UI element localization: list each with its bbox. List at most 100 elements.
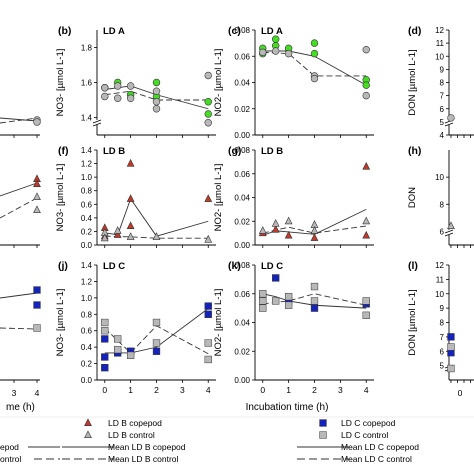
legend-entry: LD B control	[84, 430, 155, 440]
data-point	[204, 302, 212, 310]
y-axis-label: NO3- [µmol L-1]	[55, 49, 66, 117]
legend-label: LD B control	[108, 430, 155, 440]
data-point	[271, 47, 280, 55]
data-point	[152, 105, 161, 113]
y-tick-label: 5	[440, 118, 445, 127]
y-tick-label: 1.4	[81, 146, 93, 155]
data-point	[310, 39, 319, 47]
y-axis-label: NO2- [µmol L-1]	[213, 289, 224, 357]
y-tick-label: 0.00	[234, 131, 250, 140]
data-point	[114, 345, 122, 354]
data-point	[33, 205, 41, 214]
data-point	[204, 234, 213, 243]
data-point	[33, 118, 41, 126]
data-point	[204, 355, 212, 364]
data-point	[113, 226, 122, 234]
data-point	[272, 274, 280, 282]
panel-l: (l) 5 6 7 8 9 10 11 12 DON [µmol L-1]	[407, 260, 474, 383]
data-point	[101, 327, 109, 335]
station-label: LD C	[261, 261, 283, 272]
data-point	[362, 297, 370, 305]
legend-marker	[84, 430, 92, 439]
data-point	[447, 333, 455, 341]
y-axis-label: NO2- [µmol L-1]	[213, 164, 224, 232]
y-tick-label: 1.4	[81, 114, 93, 123]
data-point	[33, 324, 41, 332]
data-point	[113, 94, 122, 102]
data-point	[271, 35, 280, 43]
data-point	[310, 74, 319, 83]
data-point	[259, 48, 267, 57]
y-tick-label: 0.04	[234, 194, 250, 203]
axis-break-mark	[92, 122, 102, 127]
station-label: LD A	[103, 26, 125, 37]
y-tick-label: 9	[440, 304, 445, 313]
data-point	[310, 304, 319, 312]
y-tick-label: 0.4	[81, 214, 93, 223]
data-point	[204, 310, 212, 318]
data-point	[126, 158, 135, 167]
legend-entry: LD C control	[319, 430, 388, 440]
x-tick-label: 4	[35, 388, 40, 398]
y-tick-label: 6	[440, 347, 445, 356]
y-tick-label: 1.0	[81, 294, 93, 303]
y-tick-label: 4	[440, 131, 445, 140]
data-point	[447, 221, 455, 230]
data-point	[204, 71, 212, 80]
y-tick-label: 1.8	[81, 44, 93, 53]
data-point	[204, 119, 212, 127]
data-point	[204, 194, 213, 202]
axis-break-mark	[92, 119, 102, 124]
panel-label: (f)	[58, 145, 69, 157]
data-point	[271, 218, 280, 227]
data-point	[284, 216, 293, 225]
x-tick-label: 0	[260, 385, 265, 395]
data-point	[152, 347, 161, 355]
y-tick-label: 8	[440, 319, 445, 328]
panel-b: (b) LD A 1.4 1.6 1.8 NO3- [µmol L-1]	[55, 25, 216, 138]
y-tick-label: 0.02	[234, 105, 250, 114]
mean-line-control	[0, 327, 38, 330]
y-tick-label: 1.0	[81, 173, 93, 182]
y-tick-label: 8	[440, 79, 445, 88]
mean-line-copepod	[0, 182, 38, 197]
data-point	[101, 364, 109, 372]
y-tick-label: 11	[436, 275, 445, 284]
panel-label: (g)	[228, 145, 241, 157]
data-point	[33, 286, 41, 294]
data-point	[101, 92, 109, 101]
y-tick-label: 0.08	[234, 261, 250, 270]
mean-line-control	[104, 325, 209, 355]
y-tick-label: 5	[440, 362, 445, 371]
data-point	[447, 364, 455, 373]
legend-label: Mean LD C copepod	[341, 442, 419, 452]
data-point	[126, 194, 135, 202]
data-point	[310, 282, 319, 291]
y-tick-label: 7	[440, 92, 445, 101]
y-tick-label: 0.2	[81, 360, 93, 369]
panel-h: (h) 6 8 10 DON	[407, 145, 474, 248]
y-axis-label: NO2- [µmol L-1]	[213, 49, 224, 117]
data-point	[152, 339, 161, 347]
y-tick-label: 0.02	[234, 347, 250, 356]
y-tick-label: 12	[435, 26, 444, 35]
data-point	[362, 81, 370, 89]
panel-k: (k) LD C 0.00 0.02 0.04 0.06 0.08 0 1 2 3 4 NO2- [µm…	[213, 260, 374, 395]
y-tick-label: 6	[440, 105, 445, 114]
panel-g: (g) LD B 0.00 0.02 0.04 0.06 0.08 NO2- [µmol L-…	[213, 145, 374, 250]
y-tick-label: 0.04	[234, 319, 250, 328]
y-tick-label: 0.00	[234, 376, 250, 385]
legend-entry: Mean LD B copepod	[62, 442, 186, 452]
legend-marker	[319, 431, 327, 439]
data-point	[362, 161, 371, 170]
data-point	[271, 224, 280, 233]
y-tick-label: 0.06	[234, 290, 250, 299]
mean-line-control	[104, 90, 209, 101]
panel-j: (j) LD C 0.0 0.2 0.4 0.6 0.8 1.0 1.2 1.4 0 1 2 3 4 NO3-…	[55, 260, 216, 395]
data-point	[101, 353, 109, 361]
y-tick-label: 0.6	[81, 327, 93, 336]
data-point	[362, 230, 371, 239]
left-partial-panels: 3 4 0	[0, 116, 463, 398]
legend-label: LD C copepod	[341, 418, 396, 428]
